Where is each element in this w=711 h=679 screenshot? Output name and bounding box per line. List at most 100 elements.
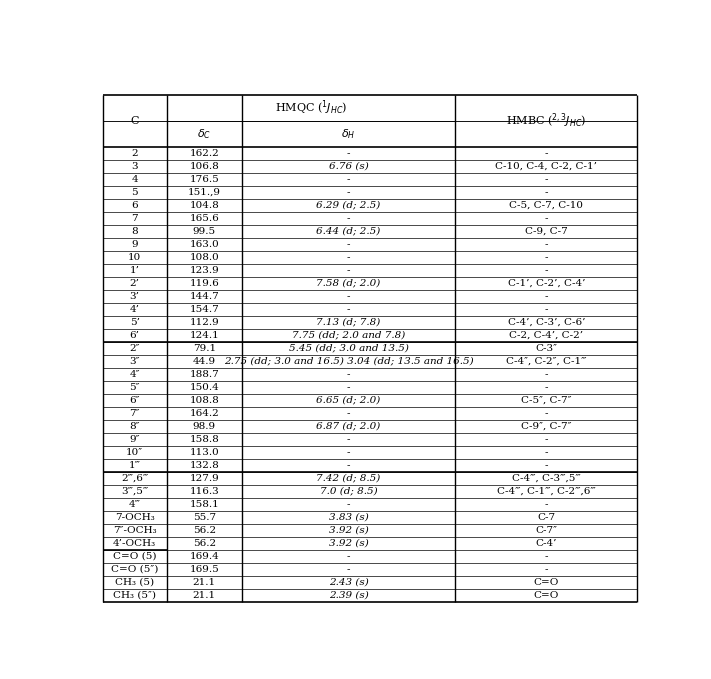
- Text: 106.8: 106.8: [189, 162, 219, 171]
- Text: 4: 4: [132, 175, 138, 184]
- Text: 163.0: 163.0: [189, 240, 219, 249]
- Text: 56.2: 56.2: [193, 526, 215, 535]
- Text: 4’-OCH₃: 4’-OCH₃: [113, 538, 156, 548]
- Text: 21.1: 21.1: [193, 578, 215, 587]
- Text: -: -: [545, 188, 548, 197]
- Text: 10: 10: [128, 253, 141, 262]
- Text: 7: 7: [132, 214, 138, 223]
- Text: -: -: [347, 435, 351, 444]
- Text: C-3″: C-3″: [535, 344, 557, 353]
- Text: -: -: [347, 552, 351, 561]
- Text: 3‴,5‴: 3‴,5‴: [121, 487, 149, 496]
- Text: 2’: 2’: [129, 279, 140, 288]
- Text: 5″: 5″: [129, 383, 140, 392]
- Text: -: -: [545, 565, 548, 574]
- Text: 108.0: 108.0: [189, 253, 219, 262]
- Text: HMBC ($^{2,3}J_{HC}$): HMBC ($^{2,3}J_{HC}$): [506, 111, 587, 130]
- Text: -: -: [545, 447, 548, 457]
- Text: 6’: 6’: [129, 331, 140, 340]
- Text: C=O: C=O: [533, 578, 559, 587]
- Text: 116.3: 116.3: [189, 487, 219, 496]
- Text: C-4″, C-2″, C-1‴: C-4″, C-2″, C-1‴: [506, 356, 587, 366]
- Text: 6.87 (d; 2.0): 6.87 (d; 2.0): [316, 422, 380, 430]
- Text: C-7: C-7: [538, 513, 555, 521]
- Text: 2.39 (s): 2.39 (s): [328, 591, 368, 600]
- Text: 6.44 (d; 2.5): 6.44 (d; 2.5): [316, 227, 380, 236]
- Text: -: -: [347, 175, 351, 184]
- Text: -: -: [347, 409, 351, 418]
- Text: 7″: 7″: [129, 409, 140, 418]
- Text: 44.9: 44.9: [193, 356, 215, 366]
- Text: 4’: 4’: [129, 305, 140, 314]
- Text: C-1’, C-2’, C-4’: C-1’, C-2’, C-4’: [508, 279, 585, 288]
- Text: 8: 8: [132, 227, 138, 236]
- Text: -: -: [347, 370, 351, 379]
- Text: 162.2: 162.2: [189, 149, 219, 158]
- Text: 56.2: 56.2: [193, 538, 215, 548]
- Text: C-4‴, C-3‴,5‴: C-4‴, C-3‴,5‴: [512, 474, 581, 483]
- Text: 112.9: 112.9: [189, 318, 219, 327]
- Text: 98.9: 98.9: [193, 422, 215, 430]
- Text: 6.65 (d; 2.0): 6.65 (d; 2.0): [316, 396, 380, 405]
- Text: 7.0 (d; 8.5): 7.0 (d; 8.5): [320, 487, 378, 496]
- Text: 4″: 4″: [129, 370, 140, 379]
- Text: 113.0: 113.0: [189, 447, 219, 457]
- Text: C: C: [131, 115, 139, 126]
- Text: 79.1: 79.1: [193, 344, 215, 353]
- Text: 1‴: 1‴: [129, 461, 141, 470]
- Text: -: -: [347, 292, 351, 301]
- Text: -: -: [545, 253, 548, 262]
- Text: 164.2: 164.2: [189, 409, 219, 418]
- Text: 3″: 3″: [129, 356, 140, 366]
- Text: 8″: 8″: [129, 422, 140, 430]
- Text: -: -: [347, 447, 351, 457]
- Text: 21.1: 21.1: [193, 591, 215, 600]
- Text: C=O: C=O: [533, 591, 559, 600]
- Text: -: -: [545, 552, 548, 561]
- Text: 55.7: 55.7: [193, 513, 215, 521]
- Text: -: -: [545, 214, 548, 223]
- Text: 144.7: 144.7: [189, 292, 219, 301]
- Text: -: -: [545, 175, 548, 184]
- Text: 158.8: 158.8: [189, 435, 219, 444]
- Text: 3.92 (s): 3.92 (s): [328, 526, 368, 535]
- Text: -: -: [347, 240, 351, 249]
- Text: 1’: 1’: [129, 265, 140, 275]
- Text: 5: 5: [132, 188, 138, 197]
- Text: 104.8: 104.8: [189, 201, 219, 210]
- Text: C-2, C-4’, C-2’: C-2, C-4’, C-2’: [509, 331, 583, 340]
- Text: -: -: [545, 265, 548, 275]
- Text: -: -: [545, 383, 548, 392]
- Text: 165.6: 165.6: [189, 214, 219, 223]
- Text: 2‴,6‴: 2‴,6‴: [121, 474, 149, 483]
- Text: 3.83 (s): 3.83 (s): [328, 513, 368, 521]
- Text: HMQC ($^1J_{HC}$): HMQC ($^1J_{HC}$): [275, 98, 347, 117]
- Text: -: -: [545, 370, 548, 379]
- Text: C-10, C-4, C-2, C-1’: C-10, C-4, C-2, C-1’: [496, 162, 597, 171]
- Text: C-5, C-7, C-10: C-5, C-7, C-10: [509, 201, 583, 210]
- Text: -: -: [545, 500, 548, 509]
- Text: 6.76 (s): 6.76 (s): [328, 162, 368, 171]
- Text: 99.5: 99.5: [193, 227, 215, 236]
- Text: 123.9: 123.9: [189, 265, 219, 275]
- Text: 151.,9: 151.,9: [188, 188, 220, 197]
- Text: 2: 2: [132, 149, 138, 158]
- Text: -: -: [347, 461, 351, 470]
- Text: 4‴: 4‴: [129, 500, 141, 509]
- Text: 7.13 (d; 7.8): 7.13 (d; 7.8): [316, 318, 380, 327]
- Text: CH₃ (5″): CH₃ (5″): [113, 591, 156, 600]
- Text: 7-OCH₃: 7-OCH₃: [115, 513, 154, 521]
- Text: 3: 3: [132, 162, 138, 171]
- Text: -: -: [347, 383, 351, 392]
- Text: 2.75 (dd; 3.0 and 16.5) 3.04 (dd; 13.5 and 16.5): 2.75 (dd; 3.0 and 16.5) 3.04 (dd; 13.5 a…: [224, 356, 474, 366]
- Text: C-4’: C-4’: [535, 538, 557, 548]
- Text: -: -: [545, 435, 548, 444]
- Text: 176.5: 176.5: [189, 175, 219, 184]
- Text: 158.1: 158.1: [189, 500, 219, 509]
- Text: 6″: 6″: [129, 396, 140, 405]
- Text: 6.29 (d; 2.5): 6.29 (d; 2.5): [316, 201, 380, 210]
- Text: CH₃ (5): CH₃ (5): [115, 578, 154, 587]
- Text: 6: 6: [132, 201, 138, 210]
- Text: 188.7: 188.7: [189, 370, 219, 379]
- Text: 5.45 (dd; 3.0 and 13.5): 5.45 (dd; 3.0 and 13.5): [289, 344, 408, 353]
